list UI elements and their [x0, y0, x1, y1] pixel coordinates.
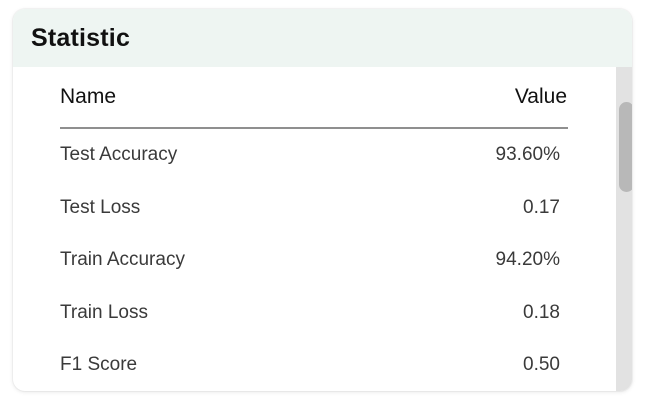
panel-body[interactable]: Name Value Test Accuracy 93.60% Test Los…	[13, 67, 632, 391]
row-name: Train Accuracy	[60, 249, 185, 271]
column-header-value: Value	[514, 85, 567, 108]
statistics-table: Name Value Test Accuracy 93.60% Test Los…	[60, 67, 568, 391]
panel-header: Statistic	[13, 9, 632, 67]
scrollbar-thumb[interactable]	[619, 102, 632, 192]
table-row: Train Accuracy 94.20%	[60, 234, 568, 287]
column-header-name: Name	[60, 85, 117, 108]
table-row: Train Loss 0.18	[60, 287, 568, 340]
row-name: F1 Score	[60, 354, 138, 376]
row-name: Test Loss	[60, 196, 141, 218]
row-value: 0.50	[523, 354, 560, 376]
panel-title: Statistic	[31, 23, 131, 52]
row-value: 0.17	[523, 196, 560, 218]
row-value: 0.18	[523, 301, 560, 323]
statistic-panel: Statistic Name Value Test Accuracy 93.60…	[13, 9, 632, 391]
table-header: Name Value	[60, 67, 568, 129]
row-value: 93.60%	[495, 144, 560, 166]
vertical-scrollbar[interactable]	[616, 67, 632, 391]
row-name: Train Loss	[60, 301, 148, 323]
table-row: Test Loss 0.17	[60, 182, 568, 235]
row-name: Test Accuracy	[60, 144, 178, 166]
table-row: F1 Score 0.50	[60, 339, 568, 391]
row-value: 94.20%	[495, 249, 560, 271]
table-row: Test Accuracy 93.60%	[60, 129, 568, 182]
